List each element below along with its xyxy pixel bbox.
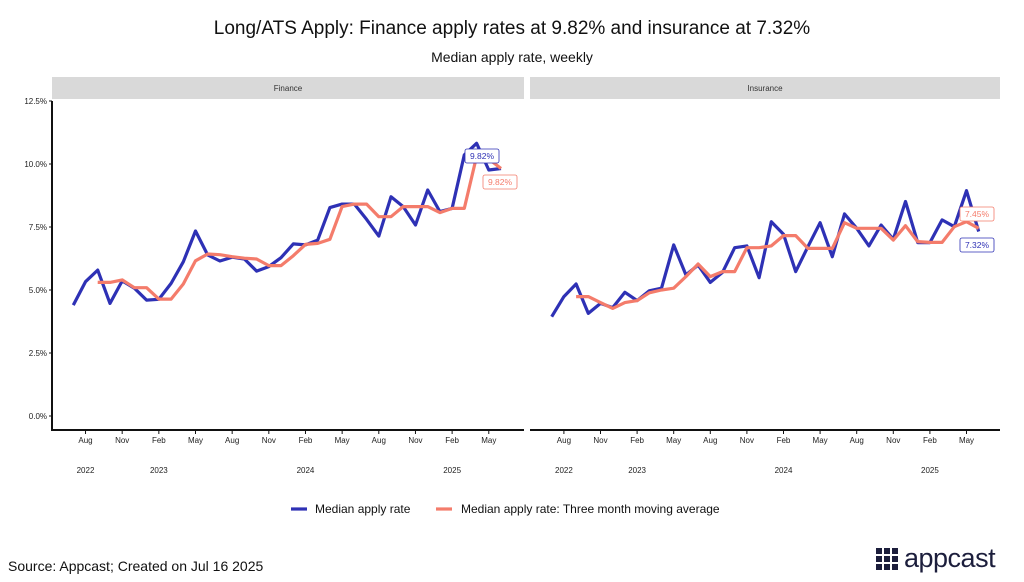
- x-year-label: 2024: [775, 466, 793, 475]
- x-tick-label: Feb: [630, 436, 644, 445]
- facet-strip: [530, 77, 1000, 99]
- source-note: Source: Appcast; Created on Jul 16 2025: [8, 558, 264, 574]
- x-tick-label: Aug: [703, 436, 717, 445]
- facet-label-insurance: Insurance: [747, 84, 783, 93]
- value-label-box: [959, 237, 995, 253]
- x-year-label: 2023: [628, 466, 646, 475]
- value-label: 7.32%: [965, 240, 990, 250]
- x-tick-label: May: [666, 436, 681, 445]
- value-label: 9.82%: [488, 177, 513, 187]
- x-tick-label: May: [335, 436, 350, 445]
- x-year-label: 2024: [297, 466, 315, 475]
- x-tick-label: May: [959, 436, 974, 445]
- y-tick-label: 12.5%: [24, 97, 47, 106]
- legend-label: Median apply rate: [315, 502, 411, 516]
- x-year-label: 2022: [555, 466, 573, 475]
- x-tick-label: Aug: [850, 436, 864, 445]
- y-tick-label: 2.5%: [29, 349, 47, 358]
- x-tick-label: Aug: [225, 436, 239, 445]
- x-tick-label: Aug: [372, 436, 386, 445]
- x-tick-label: Nov: [740, 436, 754, 445]
- value-label-box: [464, 148, 500, 164]
- x-tick-label: May: [481, 436, 496, 445]
- x-tick-label: May: [813, 436, 828, 445]
- y-tick-label: 5.0%: [29, 286, 47, 295]
- x-year-label: 2023: [150, 466, 168, 475]
- y-tick-label: 10.0%: [24, 160, 47, 169]
- facet-strip: [52, 77, 524, 99]
- x-tick-label: Feb: [152, 436, 166, 445]
- series-line-moving-average: [97, 154, 502, 301]
- value-label-box: [959, 206, 995, 222]
- x-tick-label: May: [188, 436, 203, 445]
- x-tick-label: Nov: [886, 436, 900, 445]
- x-tick-label: Feb: [445, 436, 459, 445]
- x-tick-label: Nov: [593, 436, 607, 445]
- x-tick-label: Aug: [78, 436, 92, 445]
- series-line-median: [550, 189, 981, 318]
- series-line-moving-average: [576, 220, 980, 310]
- x-tick-label: Nov: [262, 436, 276, 445]
- x-year-label: 2022: [77, 466, 95, 475]
- x-tick-label: Nov: [408, 436, 422, 445]
- logo-wordmark: appcast: [904, 543, 996, 573]
- x-tick-label: Aug: [557, 436, 571, 445]
- x-tick-label: Feb: [777, 436, 791, 445]
- facet-label-finance: Finance: [274, 84, 303, 93]
- x-tick-label: Nov: [115, 436, 129, 445]
- series-line-median: [71, 141, 502, 306]
- x-year-label: 2025: [443, 466, 461, 475]
- x-year-label: 2025: [921, 466, 939, 475]
- legend-label: Median apply rate: Three month moving av…: [461, 502, 720, 516]
- value-label-box: [482, 174, 518, 190]
- appcast-logo: appcast: [876, 543, 996, 574]
- chart-title: Long/ATS Apply: Finance apply rates at 9…: [213, 18, 811, 39]
- x-tick-label: Feb: [299, 436, 313, 445]
- y-tick-label: 0.0%: [29, 412, 47, 421]
- value-label: 7.45%: [965, 209, 990, 219]
- chart-subtitle: Median apply rate, weekly: [431, 49, 593, 65]
- logo-mark-icon: [876, 547, 898, 570]
- value-label: 9.82%: [470, 151, 495, 161]
- x-tick-label: Feb: [923, 436, 937, 445]
- y-tick-label: 7.5%: [29, 223, 47, 232]
